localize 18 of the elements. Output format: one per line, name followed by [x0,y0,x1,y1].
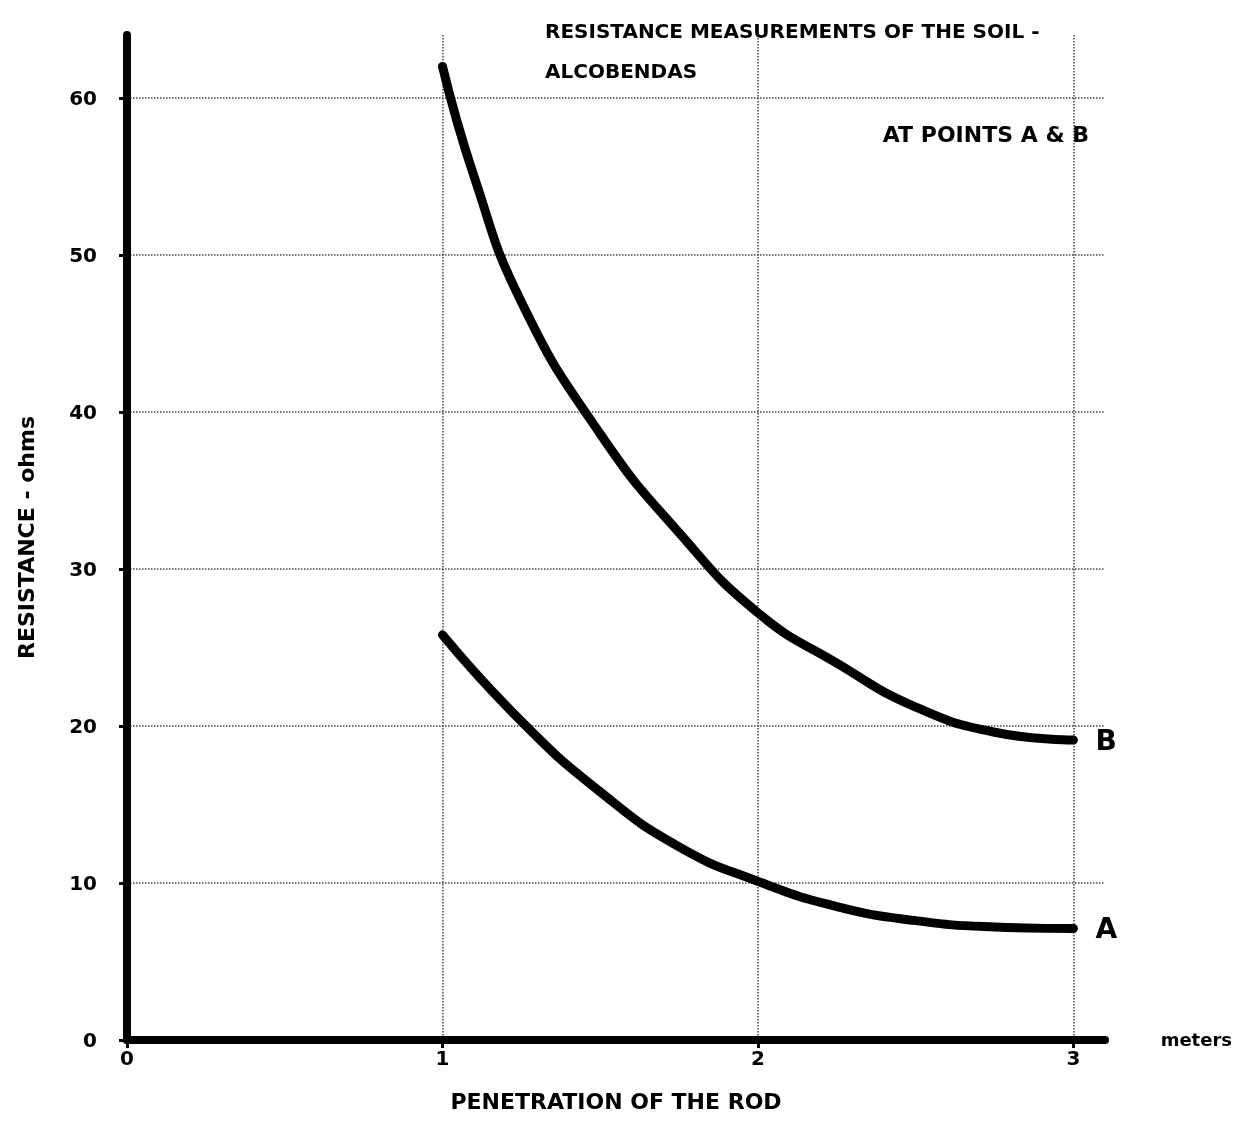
text: AT POINTS A & B [882,121,1089,147]
x-tick-label: 0 [120,1046,134,1070]
x-tick-label: 1 [435,1046,450,1070]
y-tick-label: 20 [69,713,97,738]
series-label: A [1095,912,1118,946]
y-tick-label: 0 [83,1028,97,1052]
y-tick-label: 50 [69,242,97,267]
x-tick-label: 3 [1066,1046,1081,1070]
text: meters [1160,1028,1233,1050]
y-tick-label: 60 [69,85,97,110]
x-axis-title: PENETRATION OF THE ROD [450,1088,782,1114]
y-tick-label: 30 [69,556,97,581]
y-tick-label: 40 [69,399,97,424]
chart-title: RESISTANCE MEASUREMENTS OF THE SOIL - ALCOBENDAS [545,19,1047,83]
x-tick-label: 2 [751,1046,765,1070]
y-axis-title: RESISTANCE - ohms [13,416,39,659]
series-label: B [1095,723,1117,757]
y-tick-label: 10 [69,870,97,895]
